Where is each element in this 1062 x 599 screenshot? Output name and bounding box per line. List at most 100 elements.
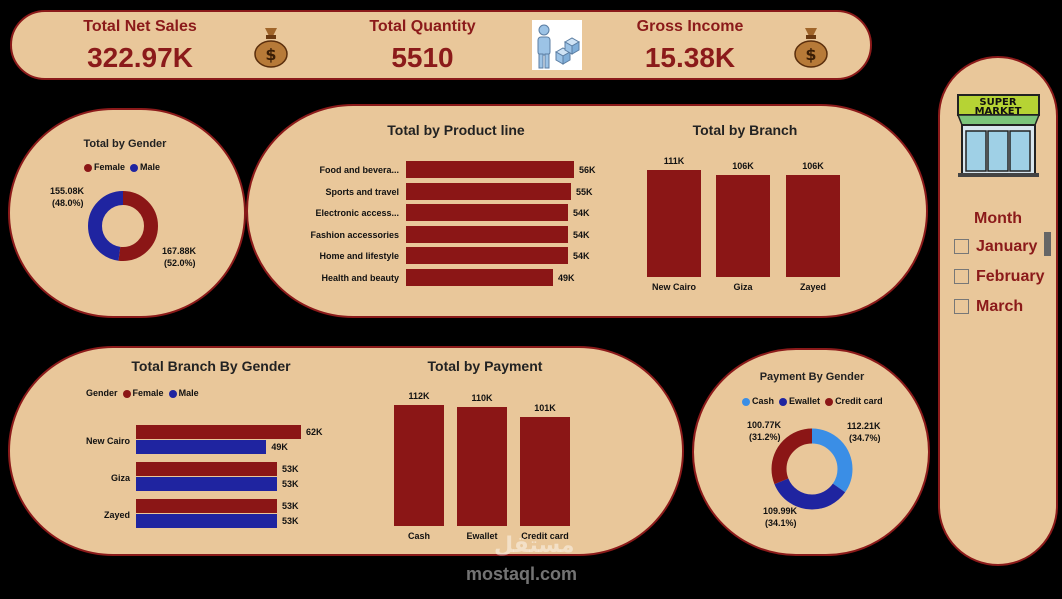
male-value: 49K xyxy=(271,442,288,452)
quantity-label: Total Quantity xyxy=(369,18,476,35)
payment-value: 112K xyxy=(408,391,430,401)
ewallet-pct-label: (34.1%) xyxy=(765,518,797,528)
month-option-label: January xyxy=(976,238,1038,255)
money-bag-icon: $ xyxy=(253,24,289,68)
branch-gender-payment-panel xyxy=(8,346,684,556)
gross-income-label: Gross Income xyxy=(636,18,744,35)
branch-gender-legend-title: Gender xyxy=(86,388,118,398)
cash-value-label: 112.21K xyxy=(847,421,881,431)
svg-text:$: $ xyxy=(265,45,276,64)
product-value: 49K xyxy=(558,273,575,283)
male-pct-label: (48.0%) xyxy=(52,198,84,208)
net-sales-label: Total Net Sales xyxy=(83,18,197,35)
month-option-label: March xyxy=(976,298,1024,315)
product-bar xyxy=(406,225,568,243)
female-value: 53K xyxy=(282,501,299,511)
branch-gender-label: Zayed xyxy=(103,510,130,520)
month-option-january[interactable]: January xyxy=(954,238,1037,256)
legend-female: Female xyxy=(94,162,126,172)
branch-bar xyxy=(647,170,701,277)
legend-male: Male xyxy=(178,388,199,398)
product-bar xyxy=(406,182,571,200)
male-bar xyxy=(136,514,278,528)
payment-label: Ewallet xyxy=(466,531,498,541)
legend-female: Female xyxy=(132,388,164,398)
gender-donut-male-slice xyxy=(88,191,158,261)
product-label: Fashion accessories xyxy=(310,229,399,240)
product-value: 55K xyxy=(576,186,593,197)
male-value: 53K xyxy=(282,479,299,489)
branch-label: Zayed xyxy=(799,282,826,292)
gross-income-value: 15.38K xyxy=(644,42,736,73)
product-label: Electronic access... xyxy=(315,208,399,219)
payment-value: 110K xyxy=(471,393,493,404)
payment-bar xyxy=(457,407,507,526)
product-chart-title: Total by Product line xyxy=(387,122,525,138)
payment-label: Credit card xyxy=(521,531,569,541)
male-value-label: 155.08K xyxy=(50,186,85,196)
logo-line1: SUPER xyxy=(979,97,1016,108)
female-bar xyxy=(136,499,278,513)
product-bar xyxy=(406,161,574,178)
payment-gender-legend: Cash Ewallet Credit card xyxy=(742,396,883,406)
credit-value-label: 100.77K xyxy=(747,420,782,430)
branch-gender-label: Giza xyxy=(110,473,130,483)
watermark-arabic: مستقل xyxy=(494,532,575,557)
gender-legend: Female Male xyxy=(84,162,160,172)
checkbox-icon[interactable] xyxy=(954,299,969,315)
payment-gender-title: Payment By Gender xyxy=(759,371,865,383)
branch-bar xyxy=(786,174,840,277)
male-bar xyxy=(136,477,278,491)
slicer-scrollbar[interactable] xyxy=(1044,232,1051,256)
payment-chart-title: Total by Payment xyxy=(427,358,543,374)
month-option-march[interactable]: March xyxy=(954,298,1023,316)
product-bar xyxy=(406,269,553,286)
legend-cash: Cash xyxy=(752,396,775,406)
logo-line2: MARKET xyxy=(975,106,1022,117)
product-value: 56K xyxy=(579,165,596,175)
branch-gender-title: Total Branch By Gender xyxy=(131,358,291,374)
product-bar xyxy=(406,204,568,222)
branch-chart-title: Total by Branch xyxy=(692,122,798,138)
product-label: Home and lifestyle xyxy=(319,251,399,262)
branch-value: 106K xyxy=(802,160,824,171)
month-option-february[interactable]: February xyxy=(954,268,1044,286)
product-label: Health and beauty xyxy=(321,273,399,283)
gender-panel xyxy=(8,108,246,318)
quantity-value: 5510 xyxy=(391,42,454,73)
branch-label: New Cairo xyxy=(651,282,696,292)
female-value-label: 167.88K xyxy=(162,246,197,256)
female-pct-label: (52.0%) xyxy=(164,258,196,268)
legend-ewallet: Ewallet xyxy=(789,396,821,406)
payment-bar xyxy=(520,416,570,526)
branch-value: 111K xyxy=(663,156,685,166)
cash-pct-label: (34.7%) xyxy=(849,433,881,443)
svg-text:$: $ xyxy=(805,45,816,64)
kpi-banner xyxy=(10,10,872,80)
payment-donut-credit-slice xyxy=(771,428,853,510)
product-label: Food and bevera... xyxy=(319,165,399,175)
checkbox-icon[interactable] xyxy=(954,269,969,285)
branch-gender-legend: Gender Female Male xyxy=(86,388,199,398)
payment-donut xyxy=(771,428,853,510)
month-option-label: February xyxy=(976,268,1045,285)
product-value: 54K xyxy=(573,229,590,240)
watermark-latin: mostaql.com xyxy=(466,564,578,584)
male-bar xyxy=(136,440,267,454)
gender-chart-title: Total by Gender xyxy=(83,138,167,150)
legend-credit: Credit card xyxy=(835,396,883,406)
female-value: 62K xyxy=(306,427,323,437)
branch-value: 106K xyxy=(732,160,754,171)
branch-gender-label: New Cairo xyxy=(85,436,130,446)
product-label: Sports and travel xyxy=(325,186,399,197)
legend-male: Male xyxy=(140,162,161,172)
checkbox-icon[interactable] xyxy=(954,239,969,255)
female-value: 53K xyxy=(282,464,299,474)
payment-label: Cash xyxy=(407,531,430,541)
credit-pct-label: (31.2%) xyxy=(749,432,781,442)
payment-donut-ewallet-slice xyxy=(771,428,853,510)
payment-bar xyxy=(394,405,444,526)
product-value: 54K xyxy=(573,208,590,219)
money-bag-icon: $ xyxy=(793,24,829,68)
product-bar xyxy=(406,247,568,265)
